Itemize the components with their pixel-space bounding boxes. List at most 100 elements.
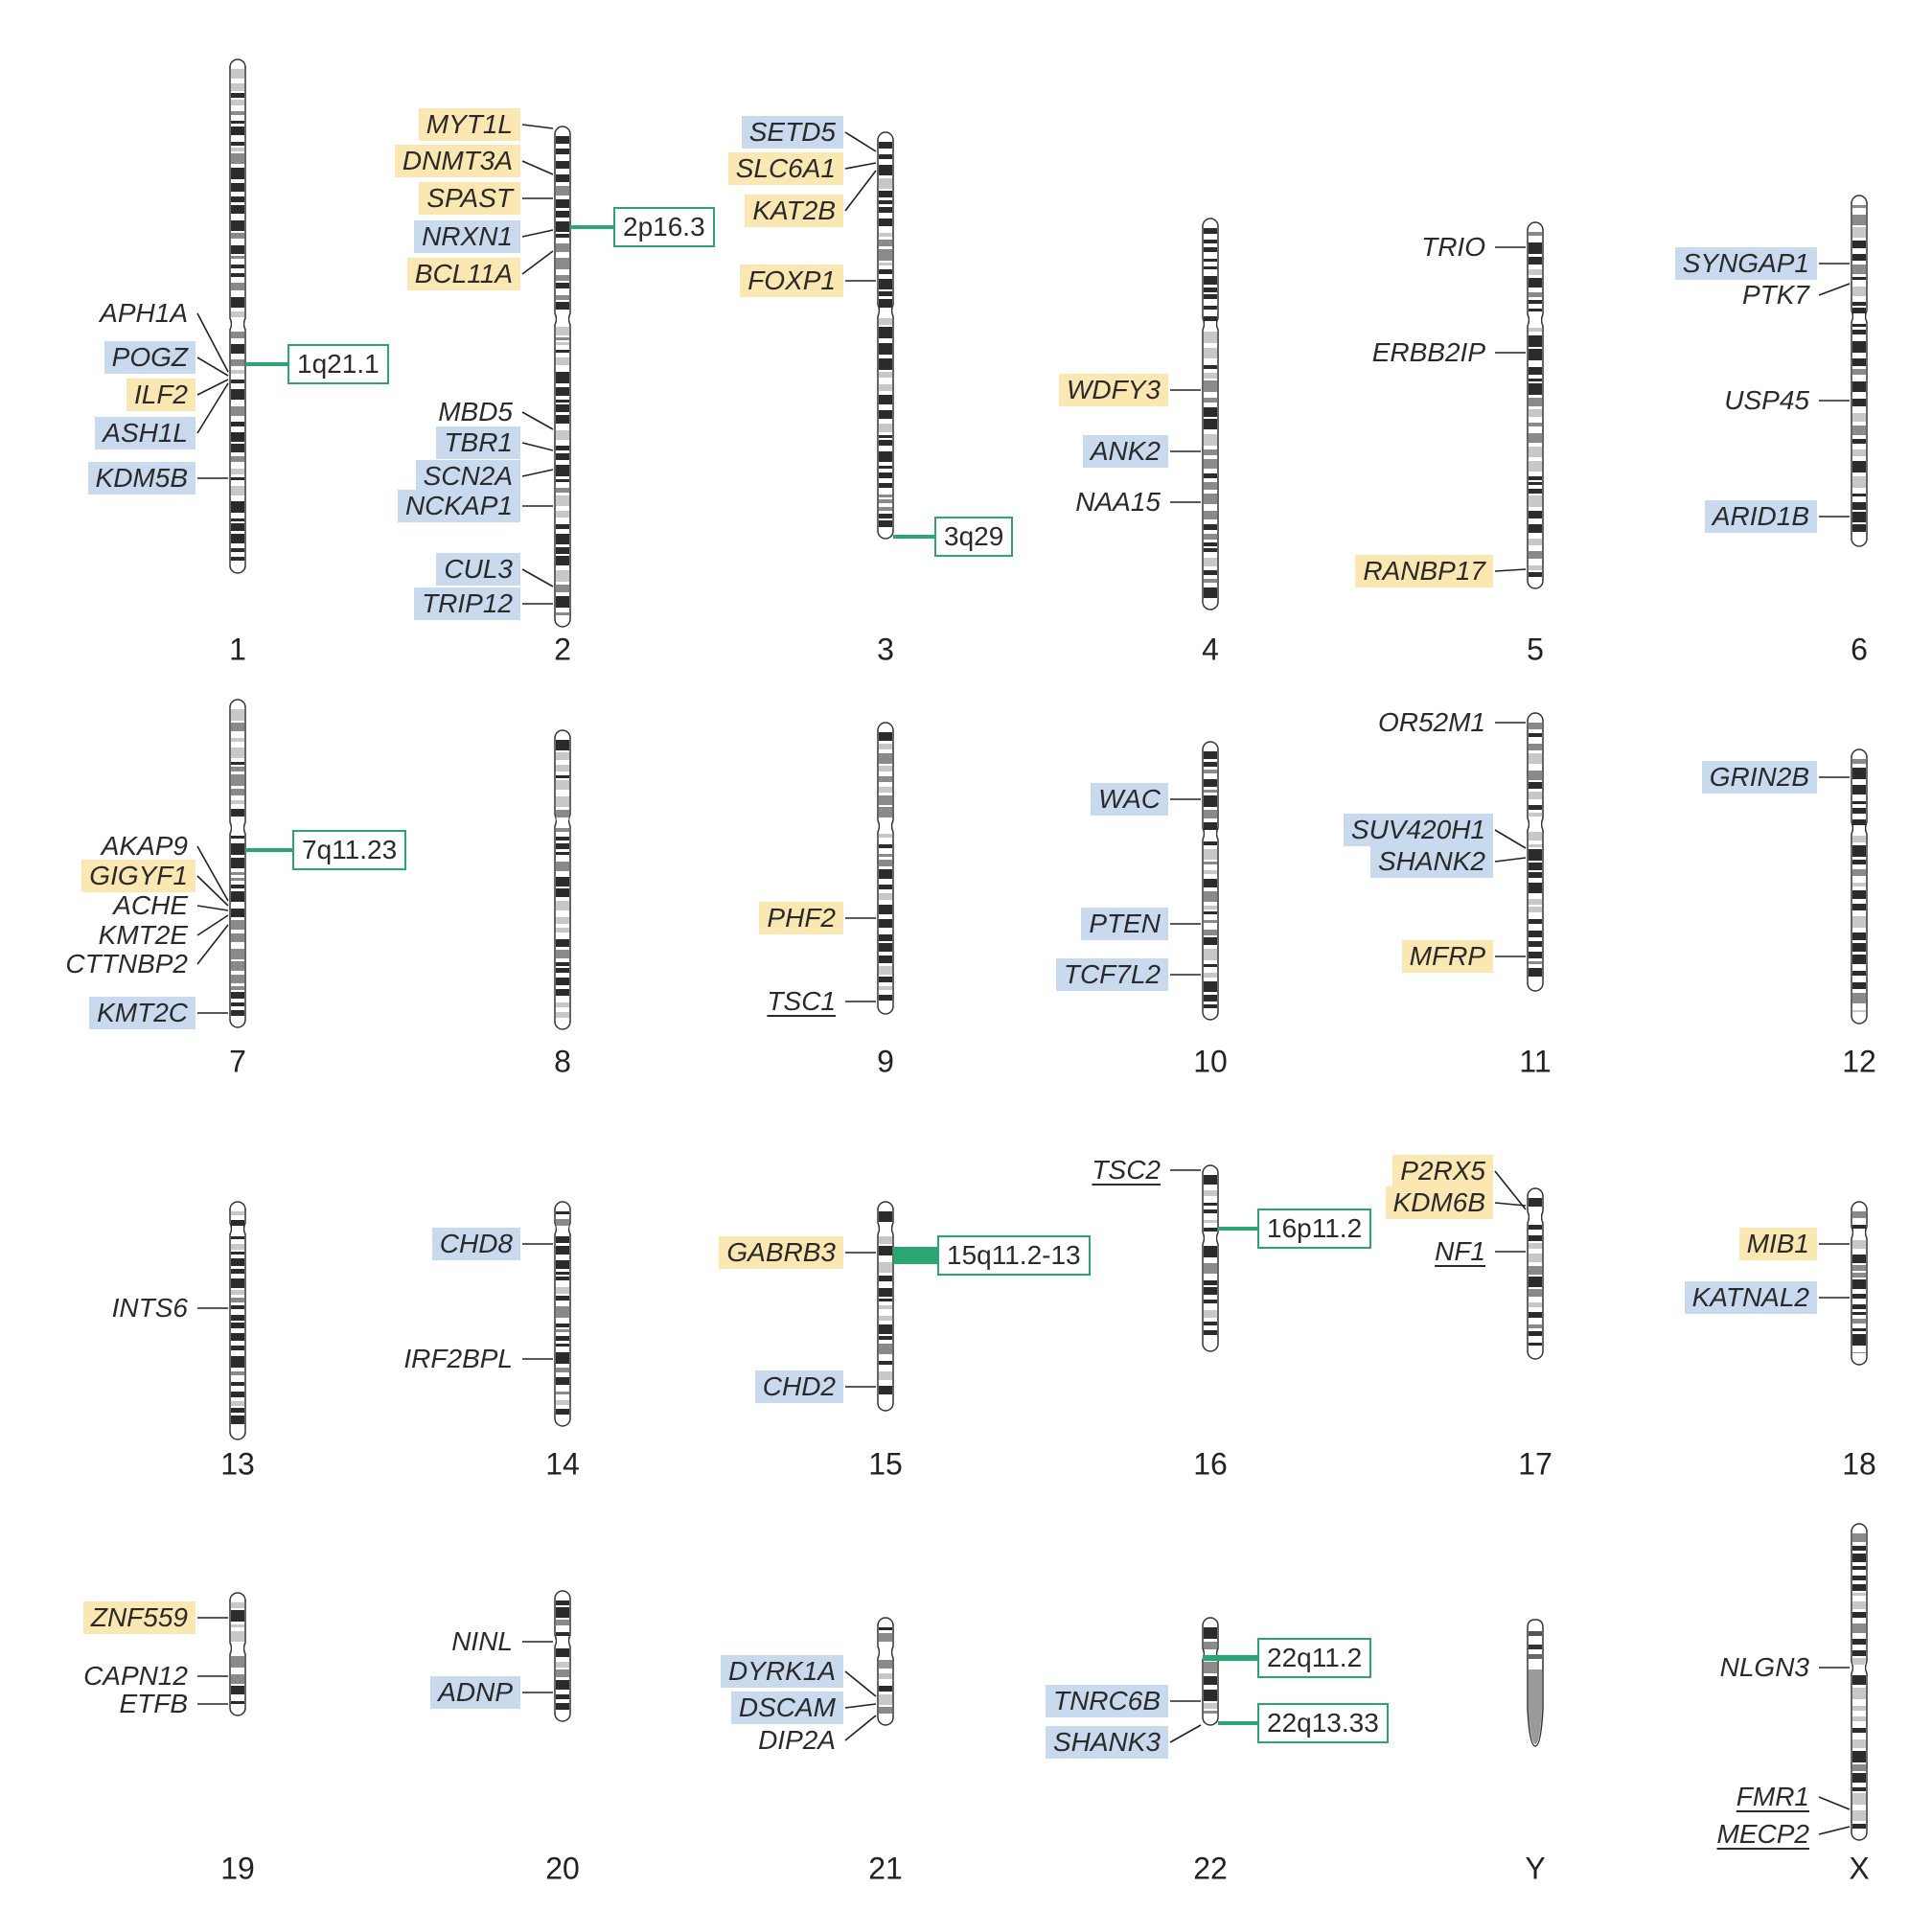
gene-label-slc6a1: SLC6A1 [727, 152, 843, 185]
band [879, 1633, 892, 1642]
band [231, 283, 244, 290]
band [231, 1656, 244, 1668]
band [879, 766, 892, 771]
band [879, 860, 892, 866]
band [879, 966, 892, 975]
band [879, 1386, 892, 1394]
band [556, 1409, 569, 1415]
band [1204, 288, 1217, 292]
band [879, 154, 892, 159]
band [1529, 383, 1542, 395]
band [879, 905, 892, 914]
band [231, 1610, 244, 1622]
band [231, 1408, 244, 1413]
band [556, 295, 569, 300]
band [556, 430, 569, 440]
gene-leader-line [844, 170, 877, 212]
gene-leader-line [1494, 829, 1527, 849]
gene-leader-line [521, 469, 554, 477]
band [1529, 1243, 1542, 1249]
band [231, 975, 244, 983]
band [1852, 215, 1866, 225]
band [1852, 1319, 1866, 1324]
band [879, 269, 892, 274]
band [231, 245, 244, 254]
band [1852, 1294, 1866, 1299]
band [1529, 1254, 1542, 1262]
band [879, 1305, 892, 1309]
band [879, 844, 892, 848]
band [556, 1211, 569, 1214]
gene-leader-line [196, 875, 229, 907]
band [1852, 1554, 1866, 1562]
chromosome-7 [229, 699, 246, 1028]
chromosome-number-9: 9 [877, 1044, 894, 1079]
band [231, 469, 244, 474]
band [1852, 461, 1866, 472]
band [1204, 920, 1217, 923]
chromosome-number-17: 17 [1518, 1446, 1552, 1482]
band [1852, 860, 1866, 864]
band [1204, 542, 1217, 546]
band [879, 440, 892, 446]
chromosome-number-4: 4 [1202, 632, 1219, 667]
gene-leader-line [521, 250, 554, 275]
band [1852, 449, 1866, 456]
chromosome-number-X: X [1849, 1851, 1870, 1886]
band [1529, 1312, 1542, 1318]
band [1204, 930, 1217, 935]
band [1529, 1289, 1542, 1297]
band [1852, 836, 1866, 842]
gene-label-setd5: SETD5 [741, 116, 843, 149]
band [1204, 579, 1217, 583]
band [1852, 381, 1866, 392]
band [556, 1648, 569, 1657]
band [1529, 931, 1542, 937]
chromosome-number-6: 6 [1851, 632, 1868, 667]
band [1204, 1322, 1217, 1325]
band [1204, 973, 1217, 978]
band [879, 219, 892, 226]
band [556, 585, 569, 592]
band [1852, 512, 1866, 522]
band [1529, 899, 1542, 905]
band [1529, 565, 1542, 570]
band [1852, 1566, 1866, 1570]
band [231, 1701, 244, 1704]
band [1852, 308, 1866, 317]
band [879, 753, 892, 764]
band [1204, 548, 1217, 552]
band [1529, 461, 1542, 472]
band [1204, 459, 1217, 469]
band [879, 1211, 892, 1222]
band [1529, 511, 1542, 518]
chromosome-number-19: 19 [220, 1851, 255, 1886]
band [1204, 937, 1217, 945]
band [1204, 276, 1217, 285]
band [1529, 883, 1542, 893]
gene-leader-line [196, 312, 229, 373]
band [1204, 870, 1217, 874]
band [1204, 1676, 1217, 1685]
band [1204, 1280, 1217, 1285]
band [556, 387, 569, 396]
band [556, 243, 569, 252]
band [1852, 1706, 1866, 1711]
band [1204, 306, 1217, 310]
band [879, 343, 892, 355]
band [1852, 1773, 1866, 1783]
band [1529, 409, 1542, 417]
gene-label-mbd5: MBD5 [438, 397, 513, 426]
band [1204, 534, 1217, 540]
band [879, 142, 892, 149]
band [556, 174, 569, 182]
cnv-region-22q13-33: 22q13.33 [1257, 1703, 1389, 1743]
band [231, 121, 244, 124]
gene-label-kat2b: KAT2B [745, 195, 843, 227]
band [556, 1377, 569, 1385]
chromosome-number-16: 16 [1193, 1446, 1228, 1482]
chromosome-number-Y: Y [1525, 1851, 1546, 1886]
centromere [232, 1646, 243, 1651]
band [231, 142, 244, 146]
band [1529, 447, 1542, 457]
